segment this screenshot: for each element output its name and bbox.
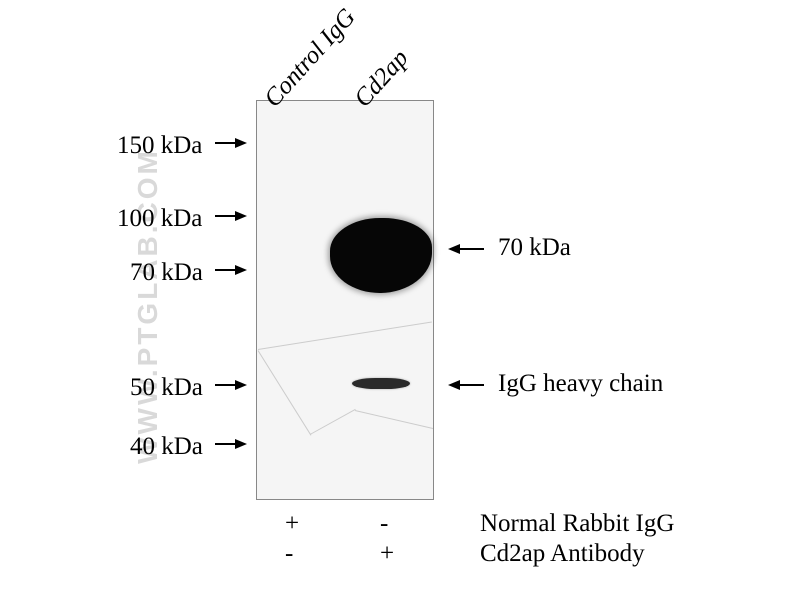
mw-label-50: 50 kDa [130,374,203,402]
figure-container: WWW.PTGLAB.COM Control IgG Cd2ap 150 kDa… [0,0,800,600]
blot-membrane [256,100,434,500]
treatment-row2-label: Cd2ap Antibody [480,540,645,568]
mw-label-100: 100 kDa [117,205,202,233]
watermark-text: WWW.PTGLAB.COM [132,148,164,464]
band-label-igg: IgG heavy chain [498,370,663,398]
treatment-row2-lane1: - [285,540,293,568]
mw-label-70: 70 kDa [130,259,203,287]
lane-label-control: Control IgG [259,4,361,113]
mw-label-150: 150 kDa [117,132,202,160]
treatment-row2-lane2: + [380,540,394,568]
band-igg-heavy-chain [352,378,410,389]
treatment-row1-lane2: - [380,510,388,538]
treatment-row1-label: Normal Rabbit IgG [480,510,674,538]
treatment-row1-lane1: + [285,510,299,538]
band-label-70kda: 70 kDa [498,234,571,262]
mw-label-40: 40 kDa [130,433,203,461]
